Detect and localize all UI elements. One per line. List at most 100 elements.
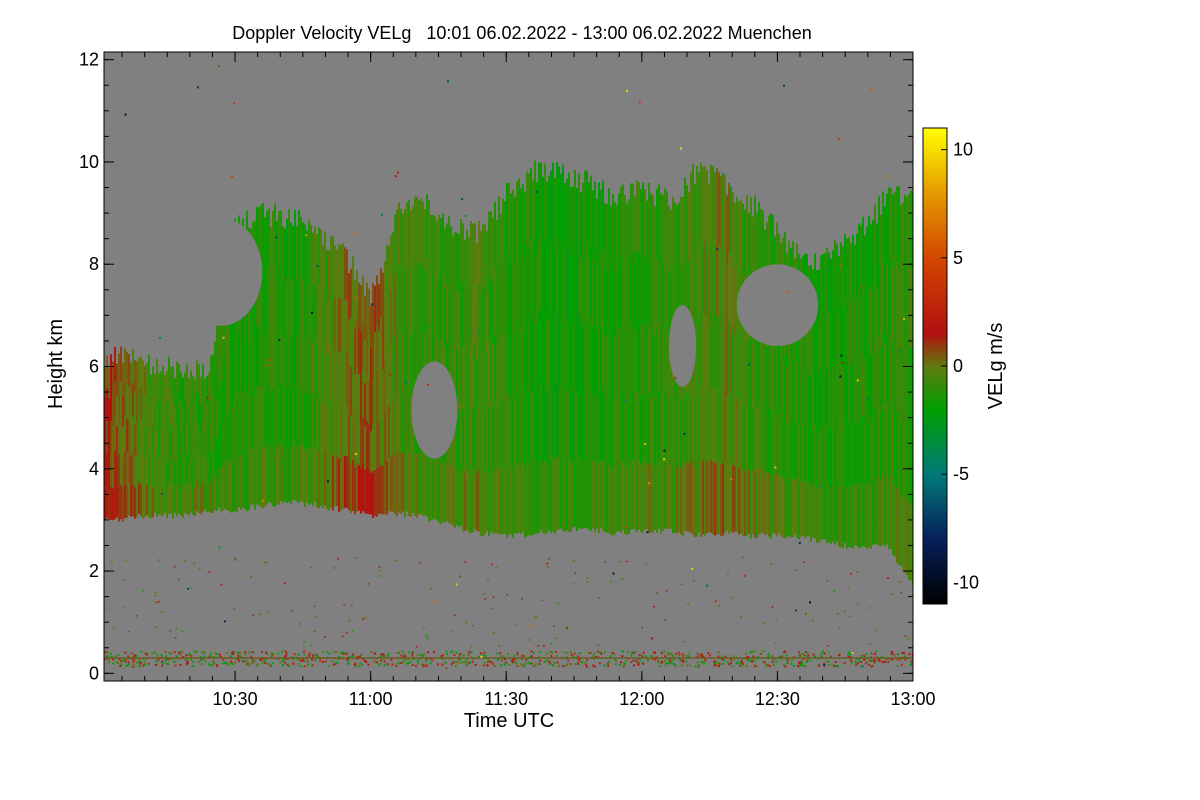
noise-pixel [487, 579, 490, 582]
noise-pixel [416, 653, 419, 656]
noise-pixel [577, 659, 580, 662]
cloud-column [148, 484, 150, 519]
cloud-column [192, 431, 194, 460]
noise-pixel [899, 350, 902, 353]
cloud-column [658, 184, 660, 254]
noise-pixel [877, 658, 880, 661]
cloud-column [376, 275, 378, 325]
cloud-column [664, 392, 666, 461]
cloud-column [814, 367, 816, 425]
noise-pixel [382, 654, 385, 657]
cloud-column [804, 424, 806, 482]
noise-pixel [682, 641, 685, 643]
noise-pixel [466, 664, 469, 667]
cloud-column [194, 406, 196, 435]
noise-pixel [573, 652, 576, 655]
cloud-column [414, 324, 416, 389]
cloud-column [374, 285, 376, 333]
cloud-column [170, 483, 172, 514]
cloud-column [158, 429, 160, 459]
cloud-column [638, 182, 640, 252]
noise-pixel [354, 662, 357, 665]
cloud-column [252, 391, 254, 449]
noise-pixel [478, 655, 481, 658]
cloud-column [508, 393, 510, 465]
cloud-column [698, 388, 700, 461]
cloud-column [740, 466, 742, 534]
noise-pixel [313, 605, 316, 607]
cloud-column [780, 418, 782, 478]
cloud-column [184, 372, 186, 402]
cloud-column [298, 385, 300, 445]
cloud-column [260, 446, 262, 508]
noise-pixel [323, 636, 326, 638]
noise-pixel [360, 653, 363, 656]
cloud-column [448, 338, 450, 401]
noise-pixel [651, 655, 654, 658]
cloud-column [492, 280, 494, 345]
cloud-column [480, 231, 482, 293]
cloud-column [344, 299, 346, 352]
noise-pixel [749, 660, 752, 662]
noise-pixel [483, 661, 486, 664]
cloud-column [396, 393, 398, 455]
noise-pixel [705, 584, 708, 587]
cloud-column [906, 498, 908, 575]
cloud-column [722, 173, 724, 247]
cloud-column [892, 482, 894, 556]
noise-pixel [190, 658, 192, 661]
noise-pixel [130, 665, 133, 668]
cloud-column [506, 253, 508, 325]
noise-pixel [311, 665, 314, 667]
cloud-column [122, 457, 124, 490]
cloud-column [162, 425, 164, 456]
noise-pixel [620, 661, 622, 664]
noise-pixel [179, 664, 182, 666]
cloud-column [398, 450, 400, 513]
cloud-column [640, 188, 642, 258]
cloud-column [514, 465, 516, 534]
cloud-column [692, 460, 694, 535]
noise-pixel [890, 652, 893, 655]
noise-pixel [442, 657, 445, 660]
cloud-column [672, 196, 674, 265]
cloud-column [496, 407, 498, 471]
cloud-column [734, 465, 736, 532]
cloud-column [818, 269, 820, 325]
noise-pixel [586, 659, 589, 661]
noise-pixel [697, 655, 700, 658]
noise-pixel [270, 656, 273, 659]
cloud-column [898, 488, 900, 566]
noise-pixel [694, 665, 697, 668]
noise-pixel [271, 662, 274, 665]
noise-pixel [784, 665, 787, 668]
cloud-column [402, 213, 404, 274]
cloud-column [312, 396, 314, 452]
cloud-column [610, 468, 612, 535]
cloud-column [468, 295, 470, 356]
noise-pixel [239, 655, 242, 658]
cloud-column [296, 390, 298, 447]
cloud-column [138, 482, 140, 514]
noise-pixel [908, 653, 911, 656]
noise-pixel [470, 645, 473, 648]
noise-pixel [870, 665, 873, 668]
noise-pixel [462, 661, 465, 664]
cloud-column [690, 244, 692, 317]
noise-pixel [222, 658, 225, 661]
cloud-column [770, 343, 772, 409]
noise-pixel [348, 619, 351, 622]
cloud-column [132, 349, 134, 383]
cloud-column [348, 320, 350, 369]
cloud-column [848, 299, 850, 362]
cloud-column [254, 336, 256, 395]
noise-pixel [881, 660, 884, 663]
noise-pixel [342, 653, 345, 656]
cloud-column [350, 268, 352, 319]
noise-pixel [724, 655, 727, 658]
noise-pixel [232, 653, 234, 656]
cloud-column [170, 396, 172, 427]
cloud-column [534, 309, 536, 385]
cloud-column [868, 481, 870, 548]
noise-pixel [762, 650, 765, 653]
